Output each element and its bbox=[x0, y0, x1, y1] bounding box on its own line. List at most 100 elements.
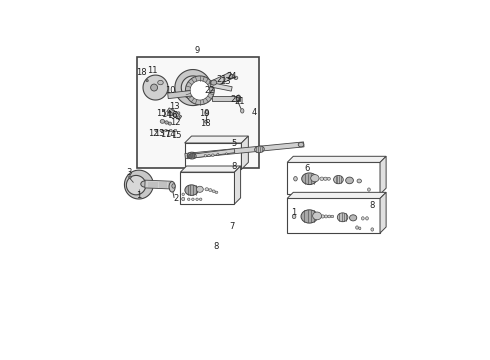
Ellipse shape bbox=[199, 198, 202, 201]
Ellipse shape bbox=[323, 177, 327, 180]
Text: 8: 8 bbox=[232, 162, 237, 171]
Polygon shape bbox=[287, 156, 386, 162]
Ellipse shape bbox=[371, 228, 374, 231]
Ellipse shape bbox=[327, 177, 330, 180]
Ellipse shape bbox=[182, 193, 184, 195]
Ellipse shape bbox=[337, 213, 348, 222]
Text: 17: 17 bbox=[160, 130, 171, 139]
Polygon shape bbox=[242, 136, 248, 169]
Ellipse shape bbox=[160, 129, 163, 132]
Text: 8: 8 bbox=[369, 201, 374, 210]
Ellipse shape bbox=[204, 154, 207, 157]
Text: 1: 1 bbox=[292, 208, 297, 217]
Ellipse shape bbox=[212, 154, 214, 156]
Ellipse shape bbox=[320, 177, 324, 180]
Text: 1: 1 bbox=[136, 191, 142, 200]
Ellipse shape bbox=[141, 181, 148, 187]
Text: 7: 7 bbox=[229, 222, 234, 231]
Ellipse shape bbox=[168, 122, 172, 125]
Ellipse shape bbox=[234, 76, 238, 80]
Ellipse shape bbox=[174, 129, 177, 132]
Ellipse shape bbox=[172, 184, 175, 188]
Ellipse shape bbox=[165, 129, 168, 132]
Ellipse shape bbox=[209, 189, 212, 192]
Ellipse shape bbox=[205, 111, 209, 116]
Ellipse shape bbox=[188, 198, 190, 201]
Ellipse shape bbox=[182, 197, 185, 201]
Ellipse shape bbox=[170, 129, 172, 132]
Ellipse shape bbox=[215, 191, 218, 194]
Ellipse shape bbox=[155, 129, 158, 132]
Ellipse shape bbox=[345, 177, 353, 184]
Ellipse shape bbox=[217, 153, 219, 156]
Polygon shape bbox=[143, 75, 168, 100]
Ellipse shape bbox=[212, 190, 215, 193]
Polygon shape bbox=[180, 166, 241, 172]
Text: 5: 5 bbox=[232, 139, 237, 148]
Ellipse shape bbox=[169, 112, 172, 116]
Text: 8: 8 bbox=[214, 242, 219, 251]
Text: 12: 12 bbox=[148, 129, 159, 138]
Ellipse shape bbox=[196, 198, 198, 201]
Ellipse shape bbox=[241, 109, 244, 113]
Ellipse shape bbox=[225, 153, 227, 155]
Ellipse shape bbox=[294, 176, 297, 181]
Polygon shape bbox=[211, 82, 232, 91]
Ellipse shape bbox=[349, 215, 357, 221]
Ellipse shape bbox=[177, 112, 180, 114]
Text: 15: 15 bbox=[171, 131, 181, 140]
Polygon shape bbox=[185, 76, 214, 105]
Text: 16: 16 bbox=[167, 111, 177, 120]
Ellipse shape bbox=[129, 176, 131, 178]
Polygon shape bbox=[126, 175, 146, 195]
Ellipse shape bbox=[311, 175, 319, 182]
Ellipse shape bbox=[356, 226, 358, 229]
Text: 6: 6 bbox=[304, 164, 309, 173]
Text: 14: 14 bbox=[166, 130, 176, 139]
Polygon shape bbox=[168, 90, 193, 99]
Ellipse shape bbox=[302, 173, 317, 185]
Ellipse shape bbox=[366, 217, 368, 220]
Bar bbox=[138, 57, 259, 168]
Ellipse shape bbox=[160, 120, 165, 123]
Polygon shape bbox=[167, 108, 182, 120]
Ellipse shape bbox=[177, 116, 180, 118]
Polygon shape bbox=[145, 180, 172, 189]
Polygon shape bbox=[185, 136, 248, 143]
Text: 21: 21 bbox=[217, 75, 227, 84]
Ellipse shape bbox=[334, 175, 343, 184]
Ellipse shape bbox=[146, 80, 148, 82]
Text: 20: 20 bbox=[231, 95, 241, 104]
Ellipse shape bbox=[359, 227, 361, 230]
Text: 23: 23 bbox=[221, 77, 231, 86]
Ellipse shape bbox=[362, 217, 364, 220]
Ellipse shape bbox=[205, 188, 209, 191]
Text: 13: 13 bbox=[170, 103, 180, 112]
Text: 19: 19 bbox=[199, 109, 209, 118]
Ellipse shape bbox=[293, 214, 296, 219]
Ellipse shape bbox=[301, 210, 318, 223]
Polygon shape bbox=[287, 192, 386, 198]
Text: 9: 9 bbox=[195, 46, 200, 55]
Polygon shape bbox=[380, 192, 386, 233]
Ellipse shape bbox=[173, 114, 176, 117]
Text: 12: 12 bbox=[170, 118, 180, 127]
Text: 14: 14 bbox=[161, 110, 172, 119]
Ellipse shape bbox=[174, 111, 177, 114]
Ellipse shape bbox=[255, 146, 264, 153]
Ellipse shape bbox=[229, 75, 234, 78]
Text: 18: 18 bbox=[200, 119, 211, 128]
Ellipse shape bbox=[313, 212, 321, 220]
Ellipse shape bbox=[192, 198, 194, 201]
Polygon shape bbox=[287, 198, 380, 233]
Ellipse shape bbox=[237, 95, 241, 101]
Ellipse shape bbox=[357, 179, 362, 183]
Ellipse shape bbox=[187, 152, 196, 158]
Ellipse shape bbox=[172, 110, 174, 112]
Ellipse shape bbox=[328, 215, 331, 218]
Ellipse shape bbox=[208, 154, 210, 157]
Text: 22: 22 bbox=[204, 86, 215, 95]
Ellipse shape bbox=[298, 143, 304, 147]
Ellipse shape bbox=[204, 120, 207, 123]
Text: 3: 3 bbox=[126, 168, 132, 177]
